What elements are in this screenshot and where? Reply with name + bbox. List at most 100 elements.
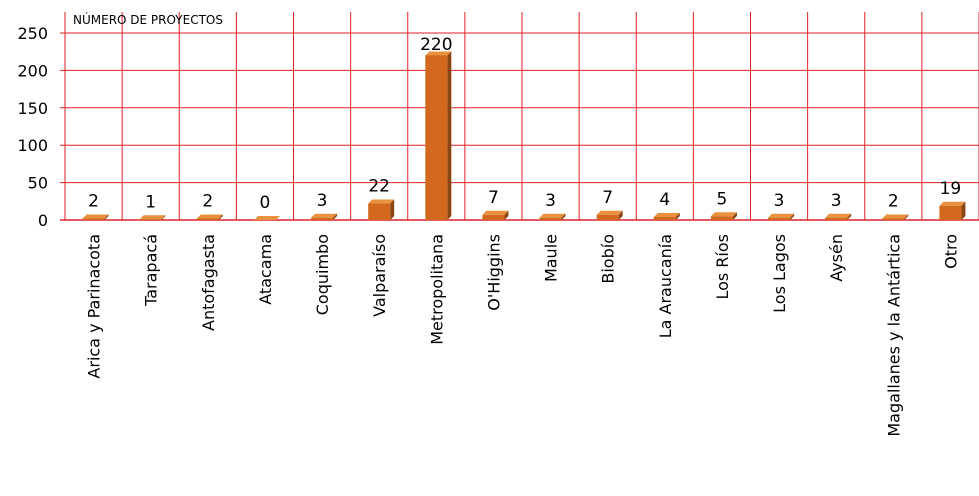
bar-front-face bbox=[596, 214, 619, 220]
bar-front-face bbox=[882, 218, 905, 220]
bar bbox=[825, 213, 852, 220]
data-label: 7 bbox=[488, 188, 499, 208]
bar bbox=[196, 214, 223, 220]
bar bbox=[368, 199, 395, 220]
bar-top-face bbox=[825, 213, 852, 218]
y-tick-label: 50 bbox=[28, 174, 48, 193]
bar-front-face bbox=[710, 216, 733, 220]
bar-side-face bbox=[104, 214, 109, 220]
bar-top-face bbox=[196, 214, 223, 219]
bar-side-face bbox=[447, 51, 452, 220]
y-tick-label: 100 bbox=[17, 136, 48, 155]
bar-front-face bbox=[939, 205, 962, 220]
bar-side-face bbox=[732, 212, 737, 220]
data-labels: 2 1 2 0 3 22 220 7 3 7 4 5 3 3 2 19 bbox=[88, 35, 961, 213]
bar-side-face bbox=[390, 199, 395, 220]
x-tick-label: Magallanes y la Antártica bbox=[884, 234, 903, 437]
y-tick-label: 0 bbox=[38, 211, 48, 230]
data-label: 22 bbox=[368, 177, 390, 197]
bar bbox=[482, 210, 509, 220]
x-tick-label: Los Ríos bbox=[713, 234, 732, 300]
bar-top-face bbox=[139, 215, 166, 220]
bar bbox=[882, 214, 909, 220]
bar-side-face bbox=[961, 201, 966, 220]
bar-front-face bbox=[653, 217, 676, 220]
y-tick-label: 150 bbox=[17, 99, 48, 118]
bar-top-face bbox=[539, 213, 566, 218]
bar-top-face bbox=[710, 212, 737, 217]
bar-front-face bbox=[425, 55, 448, 220]
bar-front-face bbox=[825, 217, 848, 220]
bar bbox=[939, 201, 966, 220]
data-label: 0 bbox=[260, 193, 271, 213]
y-tick-label: 200 bbox=[17, 61, 48, 80]
bar bbox=[82, 214, 109, 220]
bar bbox=[139, 215, 166, 220]
x-tick-label: Atacama bbox=[256, 234, 275, 305]
bar-top-face bbox=[482, 210, 509, 215]
bar-front-face bbox=[368, 203, 391, 220]
bar-side-face bbox=[161, 215, 166, 220]
data-label: 19 bbox=[940, 179, 962, 199]
data-label: 3 bbox=[831, 191, 842, 211]
data-label: 5 bbox=[717, 189, 728, 209]
bar-front-face bbox=[82, 218, 105, 220]
bars bbox=[82, 51, 966, 220]
bar-top-face bbox=[368, 199, 395, 204]
x-tick-label: Tarapacá bbox=[142, 234, 161, 307]
bar-front-face bbox=[482, 214, 505, 220]
data-label: 7 bbox=[602, 188, 613, 208]
bar-front-face bbox=[768, 217, 791, 220]
x-tick-label: La Araucanía bbox=[656, 234, 675, 338]
bar bbox=[710, 212, 737, 220]
x-tick-label: Metropolitana bbox=[427, 234, 446, 345]
bar-front-face bbox=[311, 217, 334, 220]
data-label: 3 bbox=[545, 191, 556, 211]
bar-top-face bbox=[653, 213, 680, 218]
bar-top-face bbox=[596, 210, 623, 215]
x-tick-label: Coquimbo bbox=[313, 234, 332, 315]
data-label: 3 bbox=[774, 191, 785, 211]
bar-side-face bbox=[333, 213, 338, 220]
bar bbox=[311, 213, 338, 220]
bar bbox=[539, 213, 566, 220]
bar bbox=[596, 210, 623, 220]
bar-side-face bbox=[618, 210, 623, 220]
y-tick-label: 250 bbox=[17, 24, 48, 43]
data-label: 2 bbox=[88, 192, 99, 212]
bar-front-face bbox=[196, 218, 219, 220]
data-label: 1 bbox=[145, 192, 156, 212]
y-axis-label: NÚMERO DE PROYECTOS bbox=[73, 12, 223, 27]
x-tick-label: Los Lagos bbox=[770, 234, 789, 313]
bar bbox=[253, 216, 280, 220]
grid-lines bbox=[60, 12, 979, 221]
bar-top-face bbox=[939, 201, 966, 206]
bar-side-face bbox=[504, 210, 509, 220]
data-label: 2 bbox=[202, 192, 213, 212]
bar-top-face bbox=[82, 214, 109, 219]
x-tick-label: Maule bbox=[542, 234, 561, 282]
bar-side-face bbox=[847, 213, 852, 220]
bar bbox=[653, 213, 680, 220]
bar-side-face bbox=[904, 214, 909, 220]
x-tick-label: Otro bbox=[941, 234, 960, 269]
bar-side-face bbox=[218, 214, 223, 220]
bar-top-face bbox=[311, 213, 338, 218]
bar-side-face bbox=[790, 213, 795, 220]
x-axis-category-labels: Arica y Parinacota Tarapacá Antofagasta Ata… bbox=[85, 234, 961, 437]
data-label: 2 bbox=[888, 192, 899, 212]
x-tick-label: Antofagasta bbox=[199, 234, 218, 331]
bar bbox=[425, 51, 452, 220]
bar-top-face bbox=[425, 51, 452, 56]
y-axis-ticks: 0 50 100 150 200 250 bbox=[17, 24, 48, 230]
data-label: 220 bbox=[420, 35, 452, 55]
x-tick-label: Valparaíso bbox=[370, 234, 389, 317]
bar-top-face bbox=[253, 216, 280, 220]
data-label: 4 bbox=[659, 190, 670, 210]
x-tick-label: O'Higgins bbox=[484, 234, 503, 311]
bar-side-face bbox=[675, 213, 680, 220]
bar-top-face bbox=[768, 213, 795, 218]
bar bbox=[768, 213, 795, 220]
x-tick-label: Aysén bbox=[827, 234, 846, 282]
